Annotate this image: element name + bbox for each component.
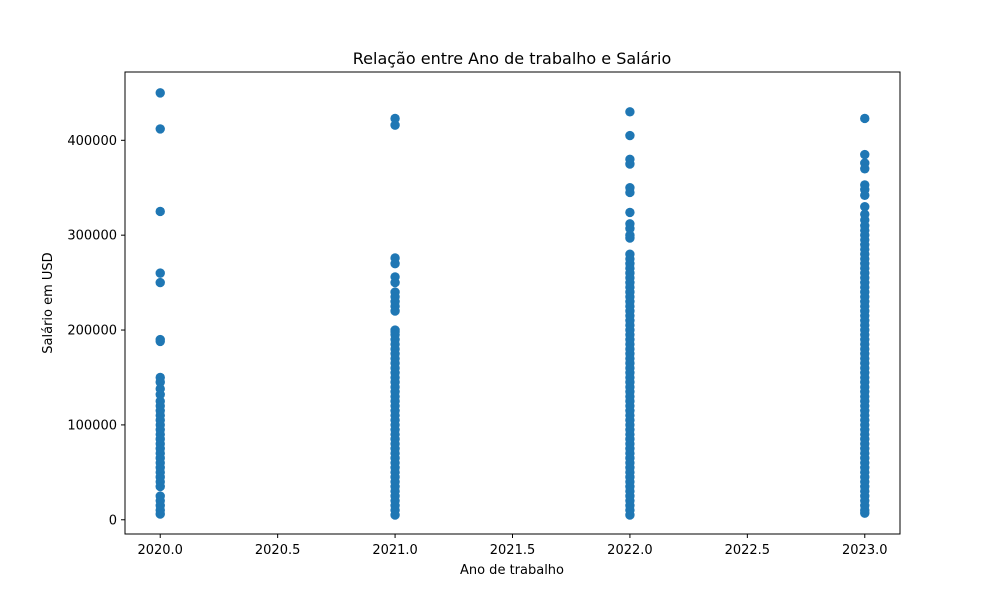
- scatter-point: [155, 206, 165, 217]
- scatter-point: [860, 190, 870, 201]
- x-tick-label: 2020.0: [137, 543, 183, 558]
- x-tick-label: 2020.5: [255, 543, 301, 558]
- scatter-point: [860, 508, 870, 518]
- x-axis-label: Ano de trabalho: [460, 563, 564, 578]
- scatter-point: [155, 389, 165, 400]
- scatter-point: [155, 124, 165, 134]
- scatter-point: [625, 510, 635, 520]
- y-tick-label: 100000: [67, 418, 117, 433]
- x-axis-ticks: 2020.0 2020.5 2021.0 2021.5 2022.0 2022.5 2023…: [137, 534, 888, 558]
- scatter-point: [155, 88, 165, 98]
- y-tick-label: 200000: [67, 324, 117, 339]
- scatter-point: [390, 113, 400, 124]
- scatter-point: [390, 510, 400, 520]
- y-tick-label: 0: [109, 513, 117, 528]
- scatter-point: [625, 207, 635, 218]
- scatter-point: [860, 164, 870, 174]
- x-tick-label: 2023.0: [842, 543, 888, 558]
- y-axis-ticks: 0 100000 200000 300000 400000: [67, 134, 125, 528]
- scatter-point: [625, 223, 635, 234]
- scatter-point: [860, 202, 870, 212]
- scatter-point: [155, 509, 165, 519]
- data-points: [155, 88, 870, 520]
- x-tick-label: 2022.0: [607, 543, 653, 558]
- scatter-point: [860, 149, 870, 160]
- y-axis-label: Salário em USD: [41, 252, 56, 353]
- scatter-point: [155, 377, 165, 387]
- scatter-point: [390, 306, 400, 316]
- scatter-point: [625, 130, 635, 141]
- scatter-point: [390, 258, 400, 269]
- plot-frame: [124, 71, 901, 535]
- scatter-point: [155, 481, 165, 492]
- scatter-point: [625, 107, 635, 117]
- x-tick-label: 2021.5: [490, 543, 536, 558]
- scatter-point: [860, 113, 870, 124]
- scatter-point: [390, 277, 400, 288]
- x-tick-label: 2021.0: [372, 543, 418, 558]
- scatter-point: [155, 268, 165, 278]
- scatter-point: [625, 159, 635, 169]
- chart-title: Relação entre Ano de trabalho e Salário: [353, 49, 671, 68]
- scatter-point: [390, 120, 400, 130]
- x-tick-label: 2022.5: [725, 543, 771, 558]
- y-tick-label: 300000: [67, 229, 117, 244]
- scatter-point: [155, 277, 165, 288]
- scatter-point: [625, 233, 635, 243]
- scatter-point: [155, 336, 165, 347]
- scatter-point: [625, 187, 635, 198]
- y-tick-label: 400000: [67, 134, 117, 149]
